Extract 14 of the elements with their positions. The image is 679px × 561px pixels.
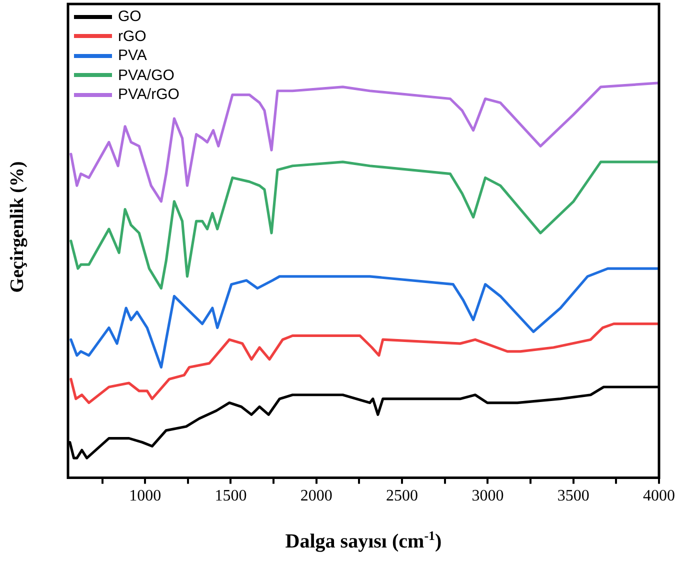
x-tick-label: 2000 [300, 488, 332, 505]
legend-label: PVA/GO [118, 66, 174, 85]
legend-label: GO [118, 7, 142, 26]
legend-label: rGO [118, 26, 146, 46]
x-tick-label: 1000 [129, 488, 162, 505]
x-tick-label: 4000 [643, 488, 675, 505]
x-axis-title: Dalga sayısı (cm$^{-1}$) [284, 528, 443, 554]
legend-label: PVA/rGO [118, 85, 180, 104]
legend-label: PVA [118, 46, 147, 66]
x-tick-label: 2500 [386, 488, 418, 505]
x-tick-label: 3500 [557, 488, 590, 505]
y-axis-title: Geçirgenlik (%) [7, 160, 29, 295]
x-tick-label: 3000 [472, 488, 504, 505]
x-tick-label: 1500 [214, 488, 247, 505]
